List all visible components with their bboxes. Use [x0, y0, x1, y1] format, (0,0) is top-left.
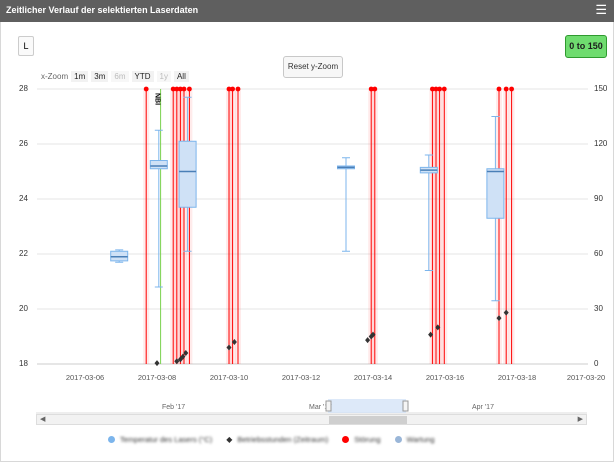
legend-item-hours[interactable]: ◆ Betriebsstunden (Zeitraum) — [226, 435, 328, 444]
legend-dot-temperature — [108, 435, 115, 443]
navigator-handle-left[interactable] — [325, 400, 332, 412]
zoom-1m[interactable]: 1m — [71, 70, 89, 82]
title-bar: Zeitlicher Verlauf der selektierten Lase… — [0, 0, 614, 22]
fault-marker — [509, 86, 514, 92]
fault-marker — [503, 86, 509, 92]
operating-hours-point — [503, 309, 509, 316]
l-button[interactable]: L — [18, 36, 34, 56]
operating-hours-point — [496, 315, 502, 322]
fault-marker — [170, 86, 176, 92]
navigator-label-apr: Apr '17 — [472, 404, 494, 411]
operating-hours-point — [365, 337, 371, 344]
hamburger-icon[interactable]: ☰ — [595, 2, 607, 17]
x-tick-label: 2017-03-18 — [497, 373, 537, 382]
x-zoom-label: x-Zoom — [41, 71, 69, 81]
fault-marker — [181, 86, 187, 92]
operating-hours-point — [180, 353, 186, 360]
y-right-tick-label: 30 — [594, 304, 603, 313]
legend-label-maintenance: Wartung — [406, 434, 435, 444]
fault-marker — [226, 86, 232, 92]
operating-hours-point — [435, 324, 441, 331]
zoom-ytd[interactable]: YTD — [131, 70, 154, 82]
legend-label-temperature: Temperatur des Lasers (°C) — [120, 434, 213, 444]
operating-hours-point — [231, 339, 237, 345]
y-left-tick-label: 28 — [19, 84, 28, 93]
chart-title: Zeitlicher Verlauf der selektierten Lase… — [6, 5, 199, 15]
x-zoom-bar: x-Zoom 1m 3m 6m YTD 1y All — [41, 69, 192, 83]
y-left-tick-label: 20 — [19, 304, 28, 313]
box — [486, 168, 505, 219]
fault-marker — [372, 86, 378, 92]
box — [178, 140, 197, 208]
chart-plot-area[interactable]: NBI — [0, 0, 614, 400]
scrollbar-thumb[interactable] — [329, 416, 407, 424]
y-left-tick-label: 26 — [19, 139, 28, 148]
nbi-annotation: NBI — [154, 93, 161, 105]
fault-marker — [441, 86, 447, 92]
x-tick-label: 2017-03-14 — [353, 373, 393, 382]
navigator-selection[interactable] — [328, 399, 406, 413]
x-tick-label: 2017-03-20 — [566, 373, 606, 382]
range-button[interactable]: 0 to 150 — [565, 35, 607, 58]
scrollbar[interactable]: ◀ ▶ — [36, 414, 587, 425]
zoom-3m[interactable]: 3m — [91, 70, 109, 82]
zoom-all[interactable]: All — [173, 70, 189, 82]
fault-marker — [368, 86, 374, 92]
operating-hours-point — [174, 358, 180, 365]
navigator-handle-right[interactable] — [402, 400, 409, 412]
legend-label-hours: Betriebsstunden (Zeitraum) — [237, 434, 329, 444]
fault-marker — [230, 86, 236, 92]
x-tick-label: 2017-03-12 — [281, 373, 321, 382]
x-tick-label: 2017-03-06 — [65, 373, 105, 382]
legend-item-fault[interactable]: Störung — [342, 434, 381, 444]
fault-marker — [235, 86, 241, 92]
y-right-tick-label: 90 — [594, 194, 603, 203]
zoom-1y[interactable]: 1y — [156, 70, 171, 82]
y-right-tick-label: 120 — [594, 139, 608, 148]
x-tick-label: 2017-03-10 — [209, 373, 249, 382]
y-left-tick-label: 18 — [19, 359, 28, 368]
legend-dot-maintenance — [394, 435, 402, 443]
legend-item-temperature[interactable]: Temperatur des Lasers (°C) — [108, 435, 212, 444]
legend-item-maintenance[interactable]: Wartung — [394, 434, 435, 444]
x-tick-label: 2017-03-08 — [137, 373, 177, 382]
fault-marker — [187, 86, 192, 92]
fault-marker — [496, 86, 502, 92]
fault-marker — [178, 86, 183, 92]
navigator-label-mar: Mar '17 — [309, 404, 333, 411]
y-left-tick-label: 24 — [19, 194, 28, 203]
legend-diamond-icon: ◆ — [226, 434, 233, 444]
legend: Temperatur des Lasers (°C) ◆ Betriebsstu… — [108, 433, 449, 445]
operating-hours-point — [226, 344, 232, 351]
fault-marker — [430, 86, 435, 92]
zoom-6m[interactable]: 6m — [111, 70, 129, 82]
operating-hours-point — [183, 350, 189, 356]
x-tick-label: 2017-03-16 — [425, 373, 465, 382]
legend-label-fault: Störung — [354, 434, 381, 444]
fault-marker — [433, 86, 439, 92]
operating-hours-point — [428, 331, 434, 338]
box — [149, 160, 168, 170]
scroll-right-icon[interactable]: ▶ — [577, 416, 583, 423]
fault-marker — [174, 86, 180, 92]
legend-dot-fault — [342, 435, 350, 443]
reset-zoom-button[interactable]: Reset y-Zoom — [283, 56, 343, 78]
y-right-tick-label: 150 — [594, 84, 608, 93]
scroll-left-icon[interactable]: ◀ — [40, 416, 46, 423]
fault-marker — [143, 86, 149, 92]
navigator[interactable] — [36, 398, 587, 414]
y-right-tick-label: 0 — [594, 359, 599, 368]
navigator-label-feb: Feb '17 — [162, 404, 186, 411]
operating-hours-point — [154, 360, 160, 367]
operating-hours-point — [370, 331, 376, 338]
y-left-tick-label: 22 — [19, 249, 28, 258]
fault-marker — [437, 86, 442, 92]
y-right-tick-label: 60 — [594, 249, 603, 258]
